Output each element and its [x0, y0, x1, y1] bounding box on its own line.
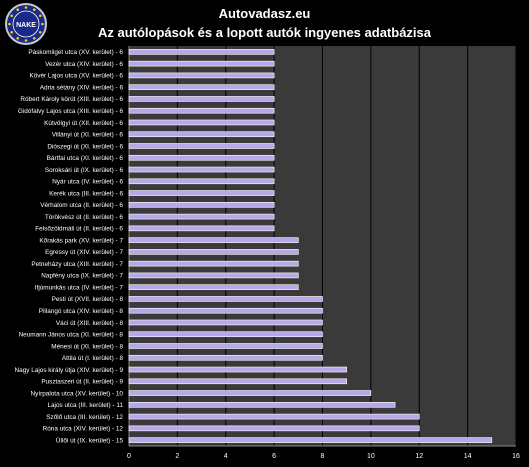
x-tick-label: 0 — [127, 453, 131, 460]
category-label: Soroksári út (IX. kerület) - 6 — [45, 167, 124, 174]
bar — [128, 154, 275, 161]
category-label: Ménesi út (XI. kerület) - 8 — [51, 343, 123, 350]
bar — [128, 307, 323, 314]
x-tick-label: 6 — [272, 453, 276, 460]
logo-star-icon — [24, 39, 28, 42]
category-label: Felsőzöldmáli út (II. kerület) - 6 — [35, 226, 123, 233]
bar — [128, 354, 323, 361]
category-label: Róbert Károly körút (XIII. kerület) - 6 — [20, 96, 123, 103]
category-label: Diószegi út (XI. kerület) - 6 — [47, 143, 123, 150]
bar — [128, 366, 347, 373]
logo-star-icon — [38, 14, 42, 18]
bar — [128, 213, 275, 220]
bar — [128, 413, 420, 420]
category-label: Kerék utca (III. kerület) - 6 — [49, 190, 123, 197]
category-label: Kőrakás park (XV. kerület) - 7 — [39, 237, 123, 244]
category-label: Vezér utca (XIV. kerület) - 6 — [45, 61, 123, 68]
bar — [128, 166, 275, 173]
x-tick-label: 16 — [512, 453, 520, 460]
category-label: Kútvölgyi út (XII. kerület) - 6 — [44, 120, 123, 127]
bar — [128, 60, 275, 67]
logo-star-icon — [8, 22, 11, 26]
bar — [128, 284, 299, 290]
x-tick-label: 8 — [321, 453, 325, 460]
category-label: Pillangó utca (XIV. kerület) - 8 — [39, 308, 124, 315]
x-tick-label: 10 — [367, 453, 375, 460]
category-label: Páskomliget utca (XV. kerület) - 6 — [28, 49, 123, 56]
bar — [128, 296, 323, 302]
x-tick-label: 12 — [415, 453, 423, 460]
logo-star-icon — [10, 30, 14, 34]
x-tick-label: 14 — [464, 453, 472, 460]
bar — [128, 437, 493, 443]
logo-star-icon — [32, 36, 36, 40]
category-label: Vérhalom utca (II. kerület) - 6 — [40, 202, 123, 209]
category-label: Villányi út (XI. kerület) - 6 — [52, 132, 124, 139]
bar — [128, 378, 347, 385]
bar — [128, 131, 275, 138]
category-label: Nyár utca (IV. kerület) - 6 — [52, 179, 123, 186]
site-title: Autovadasz.eu — [218, 6, 311, 21]
bar — [128, 272, 299, 279]
bar — [128, 202, 275, 208]
bar — [128, 49, 275, 55]
bar — [128, 343, 323, 349]
bar — [128, 225, 275, 232]
x-tick-label: 2 — [175, 453, 179, 460]
bar — [128, 319, 323, 326]
bar — [128, 402, 396, 408]
bar — [128, 84, 275, 90]
bar — [128, 390, 372, 396]
bar — [128, 260, 299, 267]
bar — [128, 119, 275, 126]
logo-star-icon — [16, 8, 20, 12]
bar — [128, 237, 299, 243]
logo-star-icon — [10, 14, 14, 18]
category-label: Pusztaszeri út (II. kerület) - 9 — [41, 379, 123, 386]
category-label: Róna utca (XIV. kerület) - 12 — [43, 426, 124, 433]
category-label: Petneházy utca (XIII. kerület) - 7 — [31, 261, 123, 268]
logo-star-icon — [41, 22, 44, 26]
category-label: Neumann János utca (XI. kerület) - 8 — [19, 332, 124, 339]
logo-star-icon — [32, 8, 36, 12]
logo-star-icon — [38, 30, 42, 34]
category-label: Szőlő utca (III. kerület) - 12 — [46, 414, 123, 421]
category-label: Pesti út (XVII. kerület) - 8 — [52, 296, 124, 303]
x-tick-label: 4 — [224, 453, 228, 460]
logo-star-icon — [16, 36, 20, 40]
logo-text: NAKE — [16, 22, 36, 29]
logo-star-icon — [24, 6, 28, 9]
category-label: Üllői út (IX. kerület) - 15 — [56, 436, 124, 444]
category-label: Nagy Lajos király útja (XIV. kerület) - … — [15, 367, 124, 374]
category-label: Napfény utca (IX. kerület) - 7 — [41, 273, 123, 280]
bar — [128, 425, 420, 432]
category-label: Attila út (I. kerület) - 8 — [62, 355, 124, 362]
category-label: Törökvész út (II. kerület) - 6 — [45, 214, 124, 221]
bar — [128, 331, 323, 338]
category-label: Egressy út (XIV. kerület) - 7 — [45, 249, 123, 256]
bar — [128, 190, 275, 196]
category-label: Lajos utca (III. kerület) - 11 — [47, 402, 123, 409]
category-label: Váci út (XIII. kerület) - 8 — [56, 320, 124, 327]
nake-logo: NAKE — [5, 3, 47, 45]
bar — [128, 249, 299, 255]
bar — [128, 72, 275, 79]
category-label: Ifjúmunkás utca (IV. kerület) - 7 — [35, 284, 124, 291]
category-label: Adria sétány (XIV. kerület) - 6 — [40, 84, 124, 91]
bar — [128, 107, 275, 114]
category-label: Bártfai utca (XI. kerület) - 6 — [47, 155, 124, 162]
page-subtitle: Az autólopások és a lopott autók ingyene… — [97, 25, 432, 40]
bar — [128, 143, 275, 149]
bar — [128, 96, 275, 102]
category-label: Nyírpalota utca (XV. kerület) - 10 — [31, 390, 124, 397]
bar — [128, 178, 275, 185]
category-label: Gidófalvy Lajos utca (XIII. kerület) - 6 — [18, 108, 124, 115]
category-label: Kövér Lajos utca (XV. kerület) - 6 — [29, 73, 123, 80]
